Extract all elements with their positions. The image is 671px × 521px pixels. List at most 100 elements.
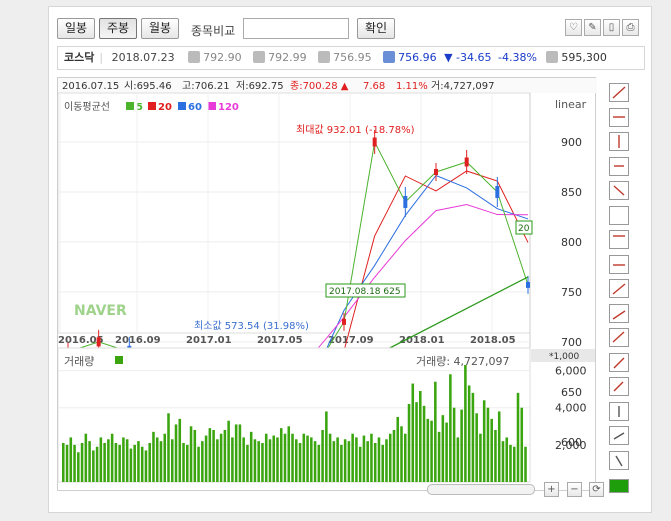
date-tick-label: 2017.01	[186, 335, 232, 346]
price-tick-label: 700	[561, 336, 582, 349]
volume-bar	[279, 428, 283, 482]
volume-current: 거래량: 4,727,097	[416, 355, 510, 368]
volume-bar	[520, 407, 524, 482]
volume-legend-swatch	[115, 356, 123, 364]
volume-bar	[505, 437, 509, 482]
fibonacci-tool-icon[interactable]	[609, 230, 629, 249]
vertical-line-tool-glyph	[618, 135, 620, 148]
volume-bar	[186, 444, 189, 482]
volume-bar	[208, 428, 212, 482]
ma-legend-swatch-60	[178, 102, 186, 110]
volume-bar	[328, 433, 332, 482]
volume-bar	[434, 381, 437, 482]
volume-bar	[422, 405, 426, 482]
volume-bar	[182, 443, 185, 482]
price-tick-label: 900	[561, 136, 582, 149]
speedline-tool-glyph	[612, 331, 625, 343]
volume-bar	[388, 433, 392, 482]
chart-scrollbar[interactable]	[427, 484, 535, 495]
volume-bar	[62, 443, 65, 482]
volume-bar	[216, 439, 219, 482]
gann-tool-glyph	[613, 357, 625, 368]
open-icon	[188, 51, 201, 63]
zoom-in-icon[interactable]: +	[544, 482, 559, 497]
date-tick-label: 2017.05	[257, 335, 303, 346]
crosshair-tool-icon[interactable]	[609, 156, 629, 176]
trendline-tool-icon[interactable]	[609, 83, 629, 102]
ma-legend-swatch-20	[148, 102, 156, 110]
eraser-tool-icon[interactable]	[609, 426, 629, 445]
close-value: 756.96	[398, 51, 437, 64]
panel-icon[interactable]: ▯	[603, 19, 620, 36]
rectangle-tool-icon[interactable]	[609, 181, 629, 200]
bulb-icon[interactable]: ♡	[565, 19, 582, 36]
tab-daily[interactable]: 일봉	[57, 18, 95, 39]
volume-bar	[385, 439, 388, 482]
volume-bar	[159, 441, 163, 482]
print-icon[interactable]: ⎙	[622, 19, 639, 36]
volume-bar	[475, 413, 478, 482]
zoom-out-icon[interactable]: −	[567, 482, 582, 497]
volume-bar	[313, 441, 317, 482]
volume-bar	[295, 439, 298, 482]
trend-point-label: 2017.08.18 625	[329, 287, 401, 297]
horizontal-line-tool-icon[interactable]	[609, 107, 629, 127]
volume-bar	[490, 418, 493, 482]
volume-bar	[231, 437, 234, 482]
volume-bar	[163, 433, 167, 482]
volume-bar	[366, 441, 369, 482]
volume-bar	[370, 433, 373, 482]
volume-bar	[512, 446, 516, 482]
volume-bar	[501, 441, 505, 482]
channel-tool-icon[interactable]	[609, 279, 629, 298]
circle-tool-icon[interactable]	[609, 205, 629, 225]
volume-bar	[88, 441, 91, 482]
date-tick-label: 2016.09	[115, 335, 161, 346]
volume-label: 거래량	[64, 355, 94, 368]
speedline-tool-icon[interactable]	[609, 328, 629, 347]
candle-body	[495, 185, 500, 198]
scale-label: linear	[555, 98, 587, 111]
ma-legend-text-120: 120	[218, 102, 239, 113]
volume-bar	[516, 392, 520, 482]
volume-bar	[253, 439, 257, 482]
trendline-tool-glyph	[612, 86, 626, 99]
tab-monthly[interactable]: 월봉	[141, 18, 179, 39]
ohlc-high: 고:706.21	[182, 81, 230, 92]
high-icon	[253, 51, 266, 63]
parallel-tool-glyph	[613, 381, 624, 392]
period-tool-icon[interactable]	[609, 254, 629, 274]
volume-tick-label: 2,000	[555, 439, 587, 452]
volume-bar	[347, 441, 351, 482]
volume-bar	[377, 437, 381, 482]
pen-icon[interactable]: ✎	[584, 19, 601, 36]
gann-tool-icon[interactable]	[609, 352, 629, 372]
compare-input[interactable]	[243, 18, 349, 39]
color-swatch-icon[interactable]	[609, 479, 629, 493]
volume-bar	[332, 441, 336, 482]
volume-bar	[122, 437, 125, 482]
volume-bar	[419, 391, 422, 482]
fan-tool-icon[interactable]	[609, 303, 629, 323]
price-volume-chart[interactable]: 2016.07.15 시:695.46 고:706.21 저:692.75 종:700.…	[57, 78, 597, 492]
volume-bar	[167, 413, 170, 482]
compare-label: 종목비교	[191, 24, 236, 38]
volume-bar	[170, 439, 174, 482]
confirm-button[interactable]: 확인	[357, 18, 395, 39]
vertical-line-tool-icon[interactable]	[609, 132, 629, 151]
volume-bar	[479, 433, 482, 482]
chart-area[interactable]: 2016.07.15 시:695.46 고:706.21 저:692.75 종:700.…	[57, 77, 597, 492]
reset-icon[interactable]: ⟳	[589, 482, 604, 497]
tab-weekly[interactable]: 주봉	[99, 18, 137, 39]
volume-bar	[464, 365, 467, 482]
volume-tick-label: 6,000	[555, 365, 587, 378]
volume-bar	[373, 443, 377, 482]
text-tool-icon[interactable]	[609, 401, 629, 421]
pointer-tool-icon[interactable]	[609, 450, 629, 470]
price-tick-label: 850	[561, 186, 582, 199]
volume-bar	[362, 435, 366, 482]
candle-body	[342, 318, 346, 325]
volume-bar	[95, 446, 99, 482]
parallel-tool-icon[interactable]	[609, 377, 629, 396]
volume-bar	[144, 450, 148, 482]
